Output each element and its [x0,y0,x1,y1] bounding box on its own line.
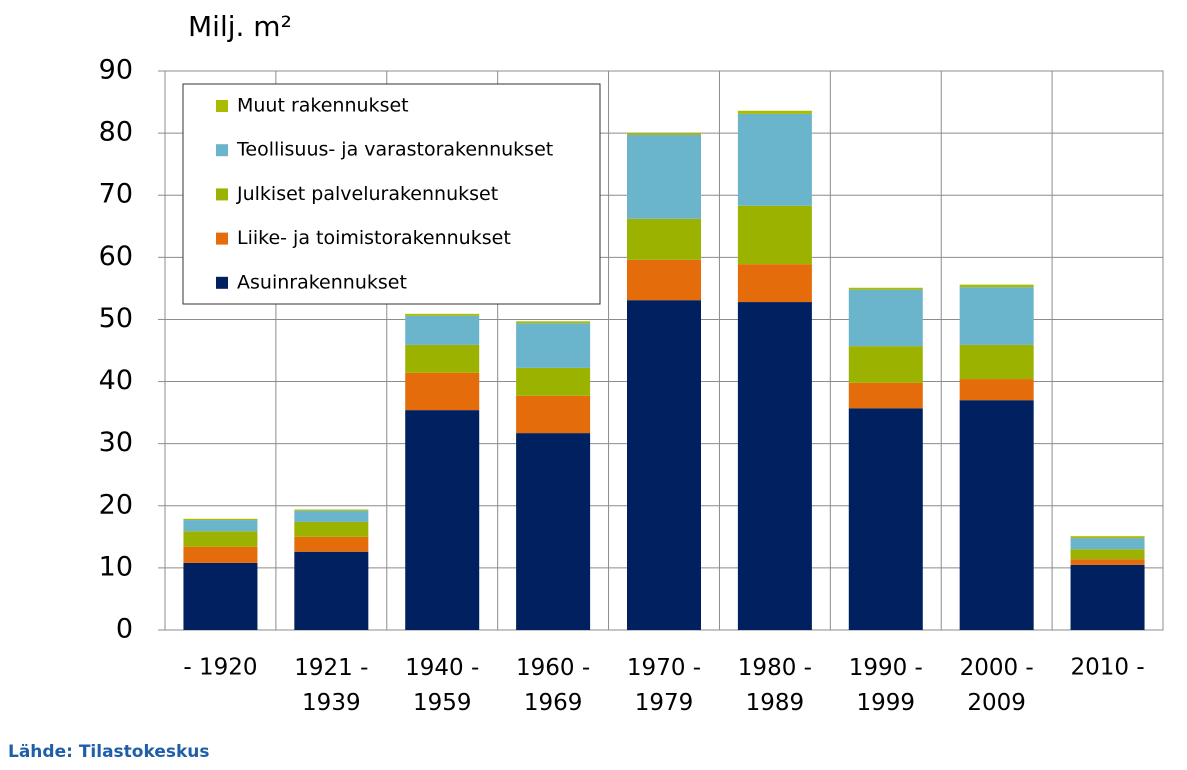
legend-label: Liike- ja toimistorakennukset [237,227,511,249]
legend-label: Asuinrakennukset [237,271,407,293]
bar-segment [848,346,923,383]
x-tick-label: 1970 -1979 [627,655,701,716]
legend-swatch [216,144,228,157]
bar-segment [294,521,369,537]
bar-segment [516,395,591,434]
bar-segment [1070,564,1145,630]
bar-segment [737,113,812,206]
bar-segment [516,367,591,396]
bar-segment [516,323,591,368]
y-tick-label: 50 [99,303,133,334]
bar-segment [737,264,812,303]
bar-segment [1070,549,1145,560]
y-tick-label: 70 [99,179,133,210]
y-tick-label: 20 [99,489,133,520]
bar-segment [627,300,701,630]
bar-segment [959,400,1034,630]
bar-segment [516,321,591,324]
bar-segment [848,289,923,347]
bar-segment [959,344,1034,380]
bar-segment [1070,559,1145,565]
bar-segment [183,518,258,521]
bar-segment [405,344,480,373]
bar-segment [627,218,701,260]
x-tick-label: 2000 -2009 [960,655,1034,716]
bar-segment [294,510,369,522]
bar-segment [405,313,480,316]
bar-segment [959,379,1034,401]
bar-segment [516,433,591,630]
y-tick-label: 30 [99,427,133,458]
bar-segment [294,509,369,511]
bar-segment [183,546,258,563]
bar-segment [737,110,812,114]
bar-segment [405,410,480,630]
bar-segment [627,259,701,301]
legend-swatch [216,232,228,245]
bar-segment [183,562,258,630]
bar-segment [737,205,812,265]
y-tick-label: 40 [99,365,133,396]
bar-segment [627,133,701,135]
y-tick-label: 60 [99,241,133,272]
legend-swatch [216,100,228,112]
x-tick-label: 2010 - [1070,655,1144,681]
y-tick-label: 0 [116,614,133,645]
bar-segment [1070,536,1145,539]
x-tick-label: - 1920 [183,655,257,681]
legend-label: Muut rakennukset [237,95,409,117]
chart-title: Milj. m² [188,10,292,43]
bar-segment [405,372,480,411]
x-tick-label: 1921 -1939 [294,655,368,716]
legend-swatch [216,276,228,289]
legend-swatch [216,188,228,201]
bar-segment [294,536,369,552]
x-tick-label: 1960 -1969 [516,655,590,716]
y-tick-label: 10 [99,551,133,582]
x-tick-label: 1990 -1999 [849,655,923,716]
bar-segment [294,551,369,630]
legend-label: Teollisuus- ja varastorakennukset [236,139,553,161]
bar-segment [405,315,480,345]
bar-segment [183,520,258,532]
bar-segment [183,531,258,547]
bar-segment [848,287,923,290]
legend-label: Julkiset palvelurakennukset [236,183,498,205]
bar-segment [959,287,1034,345]
bar-segment [848,408,923,630]
x-tick-label: 1940 -1959 [405,655,479,716]
bar-segment [737,302,812,630]
bar-segment [959,284,1034,288]
source: Lähde: Tilastokeskus [8,742,210,762]
bar-segment [627,134,701,219]
y-tick-label: 80 [99,117,133,148]
x-tick-label: 1980 -1989 [738,655,812,716]
bar-segment [848,382,923,409]
legend-box [182,83,601,305]
y-tick-label: 90 [99,55,133,86]
bar-segment [1070,538,1145,550]
